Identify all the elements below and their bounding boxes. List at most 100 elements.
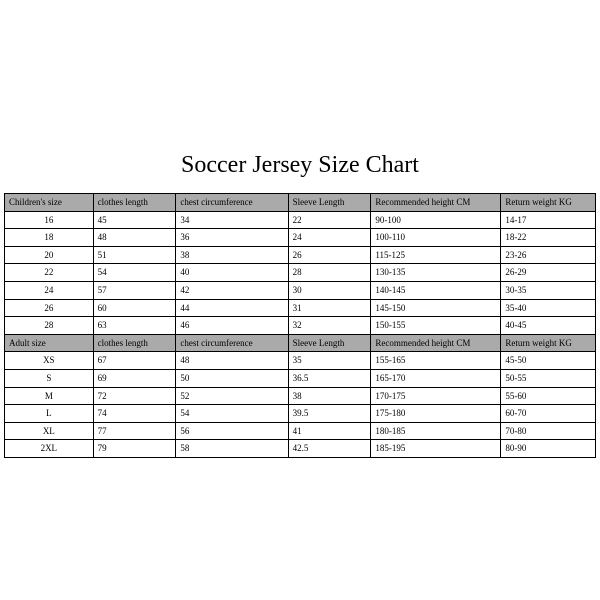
table-cell: 24 <box>5 282 94 300</box>
table-cell: 80-90 <box>501 440 596 458</box>
table-row: XS674835155-16545-50 <box>5 352 596 370</box>
table-cell: 38 <box>176 246 288 264</box>
table-cell: 52 <box>176 387 288 405</box>
table-cell: 32 <box>288 317 371 335</box>
table-row: L745439.5175-18060-70 <box>5 405 596 423</box>
table-row: S695036.5165-17050-55 <box>5 369 596 387</box>
table-cell: 74 <box>93 405 176 423</box>
table-cell: 35-40 <box>501 299 596 317</box>
children-header-row: Children's size clothes length chest cir… <box>5 194 596 212</box>
col-header: Recommended height CM <box>371 194 501 212</box>
col-header: Return weight KG <box>501 194 596 212</box>
children-size-table: Children's size clothes length chest cir… <box>4 193 596 458</box>
table-cell: 39.5 <box>288 405 371 423</box>
table-cell: 100-110 <box>371 229 501 247</box>
table-cell: 140-145 <box>371 282 501 300</box>
table-row: 22544028130-13526-29 <box>5 264 596 282</box>
table-cell: 26 <box>5 299 94 317</box>
table-cell: M <box>5 387 94 405</box>
col-header: Recommended height CM <box>371 334 501 352</box>
table-cell: 36 <box>176 229 288 247</box>
col-header: Adult size <box>5 334 94 352</box>
col-header: clothes length <box>93 334 176 352</box>
col-header: Return weight KG <box>501 334 596 352</box>
col-header: chest circumference <box>176 334 288 352</box>
table-cell: 42.5 <box>288 440 371 458</box>
col-header: clothes length <box>93 194 176 212</box>
table-cell: 24 <box>288 229 371 247</box>
table-cell: 41 <box>288 422 371 440</box>
table-cell: 165-170 <box>371 369 501 387</box>
table-cell: 26 <box>288 246 371 264</box>
table-cell: 34 <box>176 211 288 229</box>
table-cell: 18-22 <box>501 229 596 247</box>
table-cell: 26-29 <box>501 264 596 282</box>
table-cell: 31 <box>288 299 371 317</box>
table-cell: 60 <box>93 299 176 317</box>
col-header: Children's size <box>5 194 94 212</box>
table-row: 18483624100-11018-22 <box>5 229 596 247</box>
table-cell: 185-195 <box>371 440 501 458</box>
table-cell: 180-185 <box>371 422 501 440</box>
table-cell: 18 <box>5 229 94 247</box>
table-cell: XS <box>5 352 94 370</box>
col-header: Sleeve Length <box>288 334 371 352</box>
table-cell: 16 <box>5 211 94 229</box>
table-cell: 44 <box>176 299 288 317</box>
table-cell: 50-55 <box>501 369 596 387</box>
table-cell: 22 <box>288 211 371 229</box>
table-cell: 36.5 <box>288 369 371 387</box>
table-cell: 70-80 <box>501 422 596 440</box>
table-cell: 90-100 <box>371 211 501 229</box>
table-cell: L <box>5 405 94 423</box>
table-cell: 67 <box>93 352 176 370</box>
table-row: 20513826115-12523-26 <box>5 246 596 264</box>
table-cell: 30 <box>288 282 371 300</box>
table-cell: 69 <box>93 369 176 387</box>
table-cell: 175-180 <box>371 405 501 423</box>
table-cell: 2XL <box>5 440 94 458</box>
table-cell: 20 <box>5 246 94 264</box>
table-cell: 30-35 <box>501 282 596 300</box>
table-cell: 63 <box>93 317 176 335</box>
table-cell: 115-125 <box>371 246 501 264</box>
table-row: M725238170-17555-60 <box>5 387 596 405</box>
table-cell: 54 <box>93 264 176 282</box>
table-cell: 28 <box>5 317 94 335</box>
table-row: 28634632150-15540-45 <box>5 317 596 335</box>
table-cell: 48 <box>176 352 288 370</box>
table-cell: 79 <box>93 440 176 458</box>
table-cell: 130-135 <box>371 264 501 282</box>
table-cell: 45-50 <box>501 352 596 370</box>
table-cell: 55-60 <box>501 387 596 405</box>
table-cell: 46 <box>176 317 288 335</box>
table-cell: 54 <box>176 405 288 423</box>
table-cell: 60-70 <box>501 405 596 423</box>
table-row: 26604431145-15035-40 <box>5 299 596 317</box>
table-cell: 40-45 <box>501 317 596 335</box>
table-cell: 57 <box>93 282 176 300</box>
table-cell: 48 <box>93 229 176 247</box>
table-cell: S <box>5 369 94 387</box>
table-row: 1645342290-10014-17 <box>5 211 596 229</box>
table-row: 24574230140-14530-35 <box>5 282 596 300</box>
col-header: Sleeve Length <box>288 194 371 212</box>
table-cell: 42 <box>176 282 288 300</box>
table-cell: 38 <box>288 387 371 405</box>
table-cell: 77 <box>93 422 176 440</box>
table-cell: 22 <box>5 264 94 282</box>
adult-header-row: Adult size clothes length chest circumfe… <box>5 334 596 352</box>
table-cell: 170-175 <box>371 387 501 405</box>
table-cell: 40 <box>176 264 288 282</box>
table-cell: 50 <box>176 369 288 387</box>
table-cell: 58 <box>176 440 288 458</box>
table-cell: 72 <box>93 387 176 405</box>
chart-title: Soccer Jersey Size Chart <box>4 142 596 193</box>
table-cell: 51 <box>93 246 176 264</box>
table-cell: 150-155 <box>371 317 501 335</box>
table-cell: 155-165 <box>371 352 501 370</box>
size-chart: Soccer Jersey Size Chart Children's size… <box>0 0 600 600</box>
table-cell: 28 <box>288 264 371 282</box>
table-cell: 35 <box>288 352 371 370</box>
adult-rows: XS674835155-16545-50S695036.5165-17050-5… <box>5 352 596 458</box>
